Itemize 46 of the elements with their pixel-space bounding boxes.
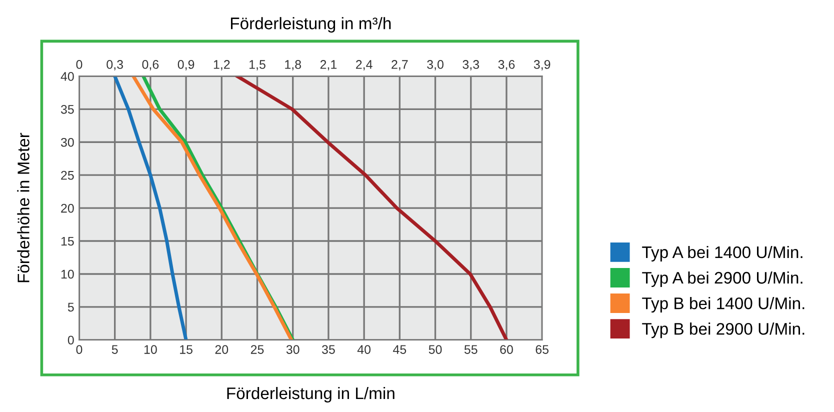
x-tick-label: 55: [464, 345, 478, 354]
y-tick-label: 20: [61, 204, 74, 213]
x2-tick-label: 0,9: [178, 60, 194, 70]
y-tick-label: 30: [60, 138, 74, 147]
x-tick-label: 60: [500, 345, 513, 354]
x2-tick-label: 1,5: [250, 60, 266, 70]
x2-tick-label: 3,6: [498, 60, 515, 70]
y-tick-label: 40: [60, 72, 74, 81]
x-tick-label: 0: [76, 345, 82, 354]
y-tick-label: 10: [61, 270, 74, 279]
x2-tick-label: 2,4: [356, 60, 372, 70]
line-series: [236, 76, 508, 340]
x-tick-label: 30: [286, 345, 300, 354]
x-tick-label: 65: [536, 345, 549, 354]
legend-label: Typ B bei 1400 U/Min.: [642, 297, 804, 313]
x2-tick-label: 3,3: [462, 60, 480, 70]
y-tick-label: 15: [61, 236, 74, 246]
x-tick-label: 40: [357, 345, 371, 354]
x-tick-label: 50: [428, 345, 442, 354]
x2-tick-label: 0,6: [142, 60, 159, 70]
x2-tick-label: 1,2: [214, 60, 230, 70]
line-series: [113, 76, 188, 340]
x-tick-label: 35: [322, 345, 335, 354]
x-tick-label: 45: [393, 345, 406, 354]
x2-tick-label: 1,8: [285, 60, 302, 70]
x2-tick-label: 2,7: [392, 60, 408, 70]
x2-tick-label: 3,0: [427, 60, 444, 70]
x-axis-title: Förderleistung in L/min: [227, 386, 394, 403]
x-tick-label: 10: [144, 345, 157, 354]
y-tick-label: 0: [68, 336, 74, 345]
x2-tick-label: 2,1: [320, 60, 337, 70]
x-tick-label: 25: [250, 345, 264, 354]
x2-tick-label: 0: [76, 60, 82, 69]
y-axis-title: Förderhöhe in Meter: [17, 132, 30, 282]
x2-axis-title: Förderleistung in m³/h: [230, 17, 391, 33]
legend-label: Typ A bei 2900 U/Min.: [642, 271, 802, 288]
legend-label: Typ A bei 1400 U/Min.: [642, 246, 802, 262]
x-tick-label: 20: [215, 345, 228, 354]
x-tick-label: 5: [112, 345, 118, 354]
y-tick-label: 5: [68, 302, 74, 312]
y-tick-label: 25: [61, 170, 74, 180]
x2-tick-label: 3,9: [534, 60, 550, 70]
x-tick-label: 15: [180, 345, 192, 354]
y-tick-label: 35: [60, 104, 74, 114]
legend-label: Typ B bei 2900 U/Min.: [642, 322, 804, 338]
x2-tick-label: 0,3: [106, 60, 123, 70]
